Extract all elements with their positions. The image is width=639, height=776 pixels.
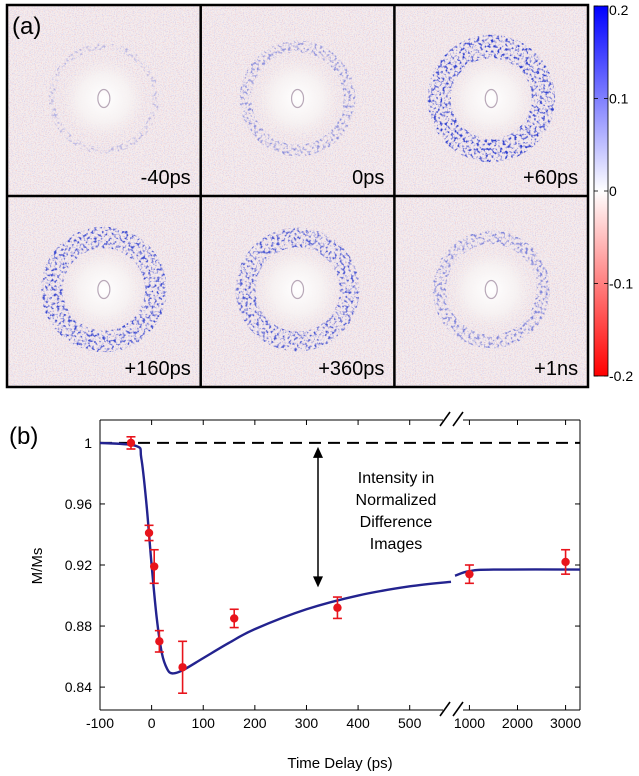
x-tick-label: 300 bbox=[295, 715, 319, 731]
data-point bbox=[229, 608, 239, 629]
annotation: Intensity in Normalized Difference Image… bbox=[356, 470, 437, 553]
blue-ring bbox=[48, 43, 159, 154]
x-tick-label: 1000 bbox=[454, 715, 485, 731]
x-tick-label: 2000 bbox=[502, 715, 533, 731]
data-point bbox=[561, 548, 571, 575]
colorbar-tick-label: 0.1 bbox=[609, 91, 629, 107]
colorbar-tick-label: 0 bbox=[609, 183, 617, 199]
x-tick-label: -100 bbox=[86, 715, 114, 731]
axis-break-mark bbox=[439, 411, 451, 427]
x-tick-label: 500 bbox=[398, 715, 422, 731]
frame-delay-label: +60ps bbox=[523, 167, 578, 189]
blue-ring bbox=[41, 226, 167, 353]
annotation-line-2: Normalized bbox=[356, 492, 437, 509]
annotation-line-1: Intensity in bbox=[358, 470, 434, 487]
data-point bbox=[464, 564, 474, 585]
marker bbox=[178, 663, 187, 672]
data-point bbox=[144, 524, 154, 542]
colorbar-tick-label: -0.2 bbox=[609, 368, 633, 384]
y-tick-label: 0.92 bbox=[65, 557, 92, 573]
x-tick-label: 0 bbox=[148, 715, 156, 731]
frame-delay-label: +160ps bbox=[125, 358, 191, 380]
bright-center bbox=[255, 58, 340, 139]
axis-break-mark bbox=[452, 411, 464, 427]
image-tile: +360ps bbox=[200, 196, 395, 387]
y-tick-label: 0.96 bbox=[65, 496, 92, 512]
marker bbox=[126, 438, 136, 448]
panel-a-label: (a) bbox=[12, 13, 41, 40]
x-tick-label: 200 bbox=[243, 715, 267, 731]
image-tile: +60ps bbox=[394, 5, 589, 196]
center-spot bbox=[484, 88, 498, 109]
frame-delay-label: -40ps bbox=[141, 167, 191, 189]
data-point bbox=[149, 548, 159, 585]
marker bbox=[465, 569, 474, 579]
frame-delay-label: +1ns bbox=[534, 358, 578, 380]
image-tile: +160ps bbox=[7, 196, 201, 387]
frame-delay-label: 0ps bbox=[352, 167, 384, 189]
data-point bbox=[332, 596, 342, 620]
bright-center bbox=[449, 249, 534, 330]
panel-b: (b) 1 0.96 0.92 0.88 0.84 -100 0 100 200 300 400 50… bbox=[9, 411, 581, 772]
center-spot bbox=[290, 88, 305, 109]
bright-center bbox=[255, 249, 340, 330]
y-axis-label: M/Ms bbox=[29, 548, 46, 585]
blue-ring bbox=[235, 227, 360, 352]
marker bbox=[561, 557, 570, 567]
arrow-head-up bbox=[313, 446, 323, 458]
bright-center bbox=[61, 58, 146, 139]
bright-center bbox=[61, 249, 146, 330]
axis-break-mark bbox=[439, 701, 451, 717]
panel-a: -40ps 0ps +60ps +160ps +360ps +1ns (a) 0.2 0.1… bbox=[5, 2, 633, 389]
annotation-line-3: Difference bbox=[360, 514, 433, 531]
center-spot bbox=[290, 279, 305, 300]
x-tick-label: 100 bbox=[192, 715, 216, 731]
data-point bbox=[178, 640, 188, 695]
y-tick-label: 1 bbox=[84, 435, 92, 451]
x-tick-label: 3000 bbox=[550, 715, 581, 731]
data-point bbox=[126, 435, 136, 450]
image-tile: 0ps bbox=[200, 5, 395, 196]
colorbar: 0.2 0.1 0 -0.1 -0.2 bbox=[593, 2, 633, 384]
frame-delay-label: +360ps bbox=[318, 358, 384, 380]
image-grid: -40ps 0ps +60ps +160ps +360ps +1ns bbox=[7, 5, 589, 387]
fit-curve bbox=[454, 568, 580, 577]
bright-center bbox=[449, 58, 534, 139]
x-axis-label: Time Delay (ps) bbox=[287, 755, 392, 772]
marker bbox=[230, 614, 239, 623]
image-tile: -40ps bbox=[7, 5, 201, 196]
marker bbox=[149, 562, 159, 571]
marker bbox=[333, 603, 342, 612]
center-spot bbox=[97, 88, 111, 109]
fit-curve bbox=[100, 441, 452, 675]
image-tile: +1ns bbox=[394, 196, 589, 387]
colorbar-tick-label: -0.1 bbox=[609, 276, 633, 292]
axis-break-mark bbox=[452, 701, 464, 717]
y-tick-label: 0.84 bbox=[65, 679, 92, 695]
arrow-head-down bbox=[313, 576, 323, 588]
data-point bbox=[154, 629, 164, 653]
x-tick-label: 400 bbox=[346, 715, 370, 731]
blue-ring bbox=[432, 230, 550, 349]
center-spot bbox=[97, 279, 111, 300]
center-spot bbox=[484, 279, 498, 300]
blue-ring bbox=[427, 34, 555, 163]
annotation-line-4: Images bbox=[370, 536, 422, 553]
panel-b-label: (b) bbox=[9, 423, 38, 450]
y-tick-label: 0.88 bbox=[65, 618, 92, 634]
colorbar-tick-label: 0.2 bbox=[609, 2, 629, 18]
blue-ring bbox=[239, 40, 356, 157]
marker bbox=[155, 637, 164, 646]
marker bbox=[144, 528, 154, 538]
